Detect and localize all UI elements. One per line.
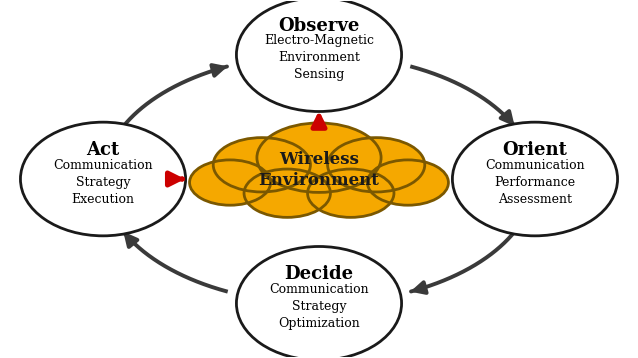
Text: Performance: Performance [494,176,575,189]
Text: Environment: Environment [258,172,380,189]
Circle shape [327,137,425,192]
Circle shape [257,123,381,192]
Text: Optimization: Optimization [278,317,360,330]
Text: Assessment: Assessment [498,193,572,206]
Text: Execution: Execution [71,193,135,206]
Text: Environment: Environment [278,51,360,64]
Text: Electro-Magnetic: Electro-Magnetic [264,34,374,47]
Text: Strategy: Strategy [76,176,130,189]
Ellipse shape [237,0,401,111]
Ellipse shape [452,122,618,236]
Text: Decide: Decide [285,265,353,283]
Text: Wireless: Wireless [279,151,359,168]
Ellipse shape [20,122,186,236]
Text: Communication: Communication [485,159,585,171]
Text: Sensing: Sensing [294,68,344,81]
Text: Act: Act [86,141,120,159]
Text: Communication: Communication [53,159,153,171]
Text: Communication: Communication [269,283,369,296]
Text: Orient: Orient [503,141,567,159]
Text: Observe: Observe [278,16,360,34]
Text: Strategy: Strategy [292,300,346,313]
Circle shape [213,137,311,192]
Ellipse shape [237,247,401,358]
Circle shape [189,160,271,205]
Circle shape [367,160,449,205]
Circle shape [308,169,394,217]
Circle shape [244,169,330,217]
